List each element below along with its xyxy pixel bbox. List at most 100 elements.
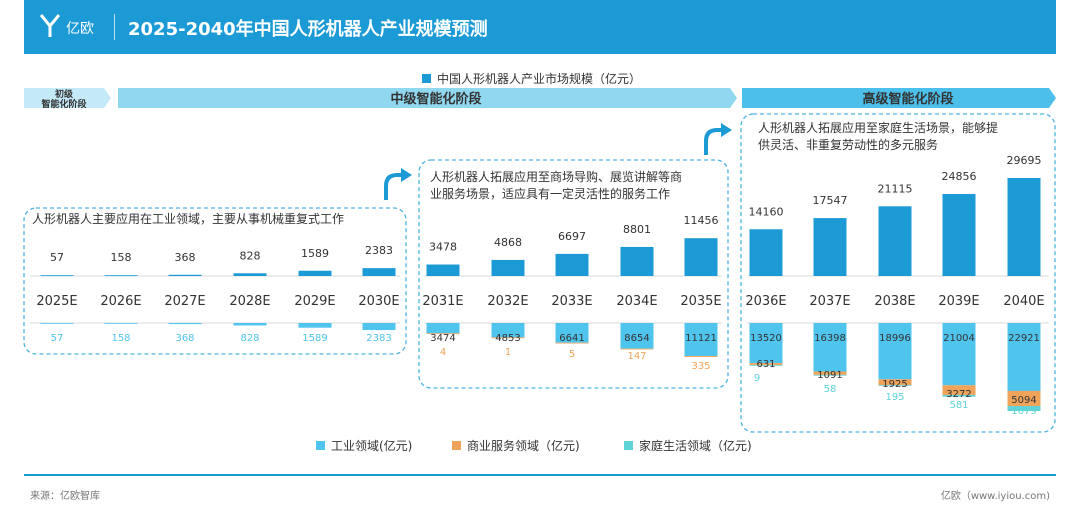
data-label-commercial: 335: [691, 361, 710, 372]
bar-total: [620, 246, 654, 276]
bar-total: [813, 218, 847, 276]
data-label-commercial: 631: [756, 359, 775, 370]
tick-label-year: 2031E: [422, 294, 463, 309]
group-note-high-line1: 人形机器人拓展应用至家庭生活场景，能够提: [758, 120, 998, 135]
data-label-total: 11456: [684, 214, 719, 227]
data-label-household: 1679: [1011, 406, 1036, 417]
tick-label-year: 2028E: [229, 294, 270, 309]
data-label-total: 828: [240, 249, 261, 262]
legend-industrial-swatch: [316, 441, 325, 450]
bar-industrial: [233, 323, 267, 326]
data-label-total: 3478: [429, 241, 457, 254]
bar-commercial: [426, 333, 460, 335]
data-label-commercial: 147: [627, 351, 646, 362]
bar-industrial: [168, 323, 202, 325]
data-label-commercial: 4: [440, 347, 446, 358]
data-label-industrial: 2383: [366, 333, 391, 344]
bar-total: [555, 253, 589, 276]
legend-household-label: 家庭生活领域（亿元): [639, 439, 752, 453]
bar-industrial: [942, 323, 976, 386]
group-note-mid-line1: 人形机器人拓展应用至商场导购、展览讲解等商: [430, 169, 682, 184]
tick-label-year: 2027E: [164, 294, 205, 309]
tick-label-year: 2032E: [487, 294, 528, 309]
data-label-industrial: 3474: [430, 333, 455, 344]
tick-label-year: 2036E: [745, 294, 786, 309]
bar-commercial: [555, 342, 589, 344]
bar-commercial: [1007, 390, 1041, 407]
tick-label-year: 2030E: [358, 294, 399, 309]
arrow-to-mid-head-icon: [401, 168, 412, 182]
tick-label-year: 2038E: [874, 294, 915, 309]
group-frame-mid: [418, 159, 729, 389]
legend-commercial: 商业服务领域（亿元): [452, 437, 580, 454]
bar-commercial: [813, 371, 847, 375]
data-label-commercial: 5: [569, 349, 575, 360]
bar-industrial: [684, 323, 718, 356]
group-frame-high: [740, 113, 1056, 433]
bar-industrial: [426, 323, 460, 334]
data-label-household: 58: [824, 384, 837, 395]
arrow-to-high-head-icon: [721, 123, 732, 137]
data-label-industrial: 368: [175, 333, 194, 344]
site-credit: 亿欧（www.iyiou.com): [940, 491, 1050, 502]
header-divider: [114, 14, 115, 40]
bar-commercial: [878, 379, 912, 385]
arrow-to-high-icon: [704, 128, 724, 155]
bar-household: [749, 364, 783, 366]
data-label-industrial: 158: [111, 333, 130, 344]
group-note-primary: 人形机器人主要应用在工业领域，主要从事机械重复式工作: [32, 211, 344, 226]
data-label-total: 21115: [878, 182, 913, 195]
data-label-industrial: 1589: [302, 333, 327, 344]
bar-industrial: [298, 323, 332, 328]
tick-label-year: 2033E: [551, 294, 592, 309]
bar-commercial: [942, 385, 976, 395]
bar-total: [40, 275, 74, 276]
bar-total: [749, 229, 783, 276]
data-label-total: 57: [50, 251, 64, 264]
legend-total-swatch: [422, 74, 431, 83]
bar-total: [298, 270, 332, 276]
data-label-total: 4868: [494, 236, 522, 249]
bar-industrial: [813, 323, 847, 372]
data-label-commercial: 1091: [817, 370, 842, 381]
legend-commercial-label: 商业服务领域（亿元): [467, 439, 580, 453]
bar-industrial: [749, 323, 783, 364]
data-label-commercial: 5094: [1011, 395, 1036, 406]
legend-commercial-swatch: [452, 441, 461, 450]
arrow-to-mid-icon: [384, 173, 404, 200]
bar-total: [362, 268, 396, 276]
bar-total: [878, 206, 912, 276]
bar-commercial: [749, 363, 783, 365]
phase-label-primary-line1: 初级: [55, 88, 74, 100]
data-label-industrial: 16398: [814, 333, 846, 344]
data-label-household: 9: [754, 373, 760, 384]
legend-household: 家庭生活领域（亿元): [624, 437, 752, 454]
data-label-industrial: 18996: [879, 333, 911, 344]
tick-label-year: 2037E: [809, 294, 850, 309]
bar-household: [878, 384, 912, 386]
bar-total: [942, 193, 976, 276]
legend-industrial-label: 工业领域(亿元): [331, 439, 413, 453]
data-label-industrial: 11121: [685, 333, 717, 344]
header-bar: 亿欧 2025-2040年中国人形机器人产业规模预测: [24, 0, 1056, 54]
data-label-industrial: 6641: [559, 333, 584, 344]
data-label-industrial: 4853: [495, 333, 520, 344]
bar-industrial: [620, 323, 654, 349]
data-label-total: 29695: [1007, 154, 1042, 167]
bar-industrial: [878, 323, 912, 380]
tick-label-year: 2026E: [100, 294, 141, 309]
bar-household: [1007, 406, 1041, 411]
legend-industrial: 工业领域(亿元): [316, 437, 412, 454]
bar-total: [233, 273, 267, 276]
bar-total: [104, 275, 138, 276]
bar-commercial: [620, 348, 654, 350]
group-frame-primary: [23, 207, 407, 355]
data-label-commercial: 1: [505, 347, 511, 358]
tick-label-year: 2034E: [616, 294, 657, 309]
data-label-total: 24856: [942, 170, 977, 183]
bar-commercial: [491, 337, 525, 339]
legend-household-swatch: [624, 441, 633, 450]
phase-label-high: 高级智能化阶段: [862, 91, 953, 107]
data-label-total: 1589: [301, 247, 329, 260]
